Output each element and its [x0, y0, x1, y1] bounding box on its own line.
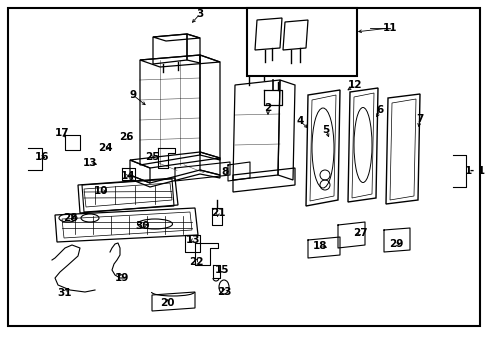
Text: 8: 8 [221, 167, 228, 177]
Text: 31: 31 [58, 288, 72, 298]
Bar [246, 8, 356, 76]
Text: 3: 3 [196, 9, 203, 19]
Text: 16: 16 [35, 152, 49, 162]
Text: - 1: - 1 [469, 166, 484, 176]
Text: 21: 21 [210, 208, 225, 218]
Text: 7: 7 [415, 114, 423, 124]
Text: 13: 13 [185, 235, 200, 245]
Text: 29: 29 [388, 239, 403, 249]
Text: 4: 4 [296, 116, 303, 126]
Text: 22: 22 [188, 257, 203, 267]
Text: 17: 17 [55, 128, 69, 138]
Text: 18: 18 [312, 241, 326, 251]
Text: 23: 23 [216, 287, 231, 297]
Text: 6: 6 [376, 105, 383, 115]
Text: 19: 19 [115, 273, 129, 283]
Text: 9: 9 [129, 90, 136, 100]
Text: 5: 5 [322, 125, 329, 135]
Text: 11: 11 [382, 23, 396, 33]
Text: 30: 30 [136, 221, 150, 231]
Text: 20: 20 [160, 298, 174, 308]
Text: 26: 26 [119, 132, 133, 142]
Text: 13: 13 [82, 158, 97, 168]
Text: 1: 1 [464, 166, 470, 176]
Text: 12: 12 [347, 80, 362, 90]
Text: 15: 15 [214, 265, 229, 275]
Text: 28: 28 [62, 213, 77, 223]
Text: 14: 14 [121, 171, 135, 181]
Text: 27: 27 [352, 228, 366, 238]
Text: 24: 24 [98, 143, 112, 153]
Bar [8, 8, 479, 326]
Text: 10: 10 [94, 186, 108, 196]
Text: 25: 25 [144, 152, 159, 162]
Text: 2: 2 [264, 103, 271, 113]
